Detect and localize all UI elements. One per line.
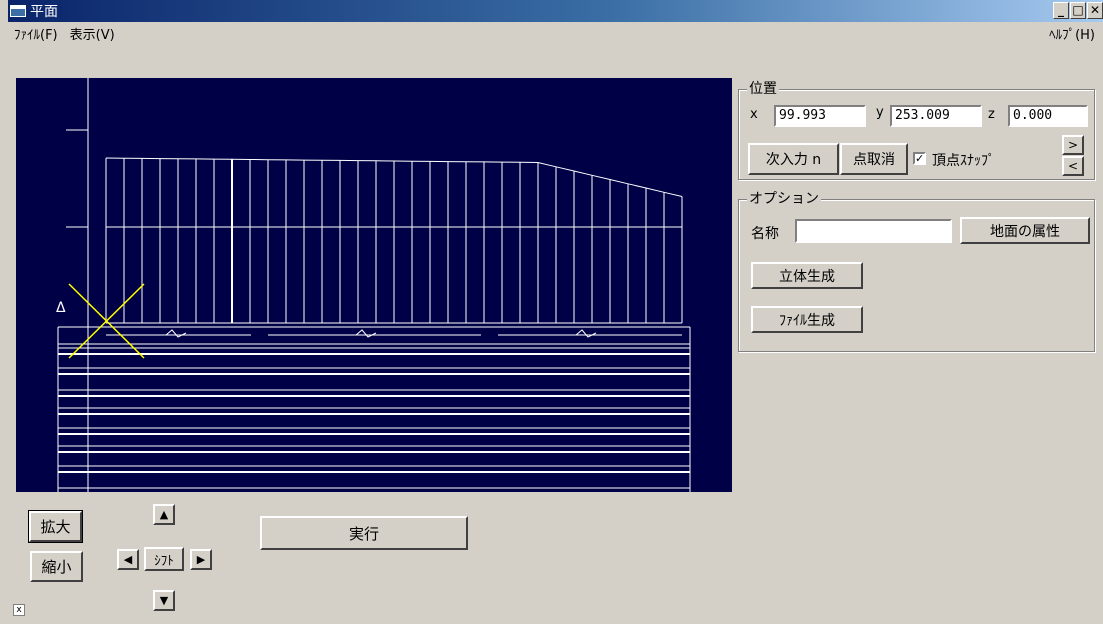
file-generate-button[interactable]: ﾌｧｲﾙ生成 xyxy=(751,306,863,333)
minimize-button[interactable]: _ xyxy=(1053,2,1069,19)
drawing-canvas[interactable]: Δ xyxy=(16,78,732,492)
size-grip-icon[interactable]: x xyxy=(13,604,25,616)
plan-drawing: Δ xyxy=(56,78,691,492)
close-button[interactable]: ✕ xyxy=(1087,2,1103,19)
menu-help[interactable]: ﾍﾙﾌﾟ(H) xyxy=(1049,27,1095,43)
menu-view[interactable]: 表示(V) xyxy=(69,27,115,43)
scroll-left-button[interactable]: < xyxy=(1062,156,1084,176)
shift-down-button[interactable]: ▼ xyxy=(153,590,175,611)
y-label: y xyxy=(876,105,884,120)
menu-file[interactable]: ﾌｧｲﾙ(F) xyxy=(14,27,58,43)
arrow-up-icon: ▲ xyxy=(159,508,169,521)
scroll-right-button[interactable]: > xyxy=(1062,135,1084,155)
window-title: 平面 xyxy=(30,4,58,20)
x-label: x xyxy=(750,107,758,122)
cursor-marker xyxy=(68,283,145,359)
name-field[interactable] xyxy=(795,219,952,243)
arrow-right-icon: ▶ xyxy=(196,553,206,566)
options-group: オプション xyxy=(738,191,1095,352)
position-group-title: 位置 xyxy=(747,81,779,97)
y-field[interactable]: 253.009 xyxy=(890,105,982,127)
maximize-button[interactable]: □ xyxy=(1070,2,1086,19)
drawing-lines xyxy=(66,78,89,492)
zoom-out-button[interactable]: 縮小 xyxy=(30,551,83,582)
solid-generate-button[interactable]: 立体生成 xyxy=(751,262,863,289)
title-bar: 平面 _ □ ✕ xyxy=(8,0,1103,22)
window-controls: _ □ ✕ xyxy=(1053,2,1103,19)
band-wiggle xyxy=(575,329,597,338)
execute-button[interactable]: 実行 xyxy=(260,516,468,550)
profile-bars xyxy=(105,157,683,324)
position-group: 位置 xyxy=(738,81,1095,180)
vertex-snap-label: 頂点ｽﾅｯﾌﾟ xyxy=(932,153,995,169)
arrow-left-icon: ◀ xyxy=(123,553,133,566)
cancel-point-button[interactable]: 点取消 xyxy=(840,143,908,175)
z-field[interactable]: 0.000 xyxy=(1008,105,1088,127)
window-icon[interactable] xyxy=(10,5,26,17)
next-input-button[interactable]: 次入力 n xyxy=(748,143,839,175)
vertex-snap-checkbox[interactable]: ✓ xyxy=(913,152,926,165)
band-wiggle xyxy=(165,329,187,338)
name-label: 名称 xyxy=(751,226,779,242)
origin-marker-label: Δ xyxy=(56,300,66,316)
ground-attribute-button[interactable]: 地面の属性 xyxy=(960,217,1090,244)
shift-button[interactable]: ｼﾌﾄ xyxy=(144,547,184,571)
shift-left-button[interactable]: ◀ xyxy=(117,549,139,570)
band-wiggle xyxy=(355,329,377,338)
shift-up-button[interactable]: ▲ xyxy=(153,504,175,525)
zoom-in-button[interactable]: 拡大 xyxy=(28,510,83,543)
options-group-title: オプション xyxy=(747,191,821,207)
arrow-down-icon: ▼ xyxy=(159,594,169,607)
x-field[interactable]: 99.993 xyxy=(774,105,866,127)
z-label: z xyxy=(988,107,995,122)
menu-bar: ﾌｧｲﾙ(F) 表示(V) ﾍﾙﾌﾟ(H) xyxy=(8,22,1103,44)
road-bands xyxy=(57,326,691,492)
shift-right-button[interactable]: ▶ xyxy=(190,549,212,570)
